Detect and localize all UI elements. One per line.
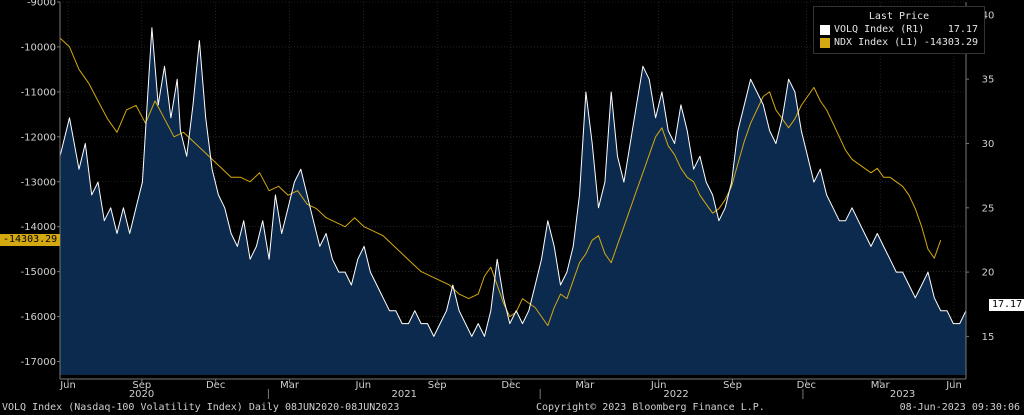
legend-value-ndx: -14303.29 bbox=[923, 37, 978, 48]
right-tick-label: 15 bbox=[982, 332, 995, 343]
left-tick-label: -14000 bbox=[21, 222, 56, 233]
volq-last-price-tag: 17.17 bbox=[989, 299, 1024, 311]
left-tick-label: -12000 bbox=[21, 132, 56, 143]
footer: VOLQ Index (Nasdaq-100 Volatility Index)… bbox=[0, 400, 1024, 415]
ndx-line bbox=[59, 37, 942, 327]
x-year-label: 2021 bbox=[392, 389, 417, 400]
x-tick-label: Mar bbox=[871, 380, 891, 391]
right-tick-label: 40 bbox=[982, 10, 995, 21]
left-tick-label: -9000 bbox=[27, 0, 56, 9]
right-tick-label: 35 bbox=[982, 75, 995, 86]
left-axis: -9000 -10000 -11000 -12000 -13000 -14000 -1500… bbox=[21, 0, 61, 379]
right-axis: 40 35 30 25 20 15 bbox=[965, 2, 995, 379]
left-tick-label: -11000 bbox=[21, 87, 56, 98]
legend-item-ndx: NDX Index (L1) -14303.29 bbox=[820, 37, 978, 49]
left-tick-label: -10000 bbox=[21, 42, 56, 53]
x-tick-label: Dec bbox=[206, 380, 225, 391]
legend-label-ndx: NDX Index (L1) bbox=[834, 37, 919, 48]
x-tick-label: Mar bbox=[575, 380, 595, 391]
legend-item-volq: VOLQ Index (R1) 17.17 bbox=[820, 24, 978, 36]
x-year-label: 2020 bbox=[129, 389, 154, 400]
left-tick-label: -13000 bbox=[21, 177, 56, 188]
volq-area-fill bbox=[60, 27, 966, 375]
footer-timestamp: 08-Jun-2023 09:30:06 bbox=[899, 402, 1020, 413]
footer-description: VOLQ Index (Nasdaq-100 Volatility Index)… bbox=[2, 402, 400, 413]
right-tick-label: 25 bbox=[982, 203, 995, 214]
left-tick-label: -15000 bbox=[21, 267, 56, 278]
legend-value-volq: 17.17 bbox=[947, 24, 978, 35]
footer-copyright: Copyright© 2023 Bloomberg Finance L.P. bbox=[536, 402, 765, 413]
x-tick-label: Sep bbox=[132, 380, 151, 391]
right-tick-label: 20 bbox=[982, 268, 995, 279]
legend: Last Price VOLQ Index (R1) 17.17 NDX Ind… bbox=[813, 6, 985, 54]
left-tick-label: -17000 bbox=[21, 357, 56, 368]
x-tick-label: Mar bbox=[280, 380, 300, 391]
ndx-series-line bbox=[59, 37, 942, 327]
volq-area bbox=[60, 27, 966, 375]
x-tick-label: Jun bbox=[945, 380, 962, 391]
volq-line bbox=[59, 27, 967, 337]
right-tick-label: 30 bbox=[982, 139, 995, 150]
volq-swatch bbox=[820, 25, 830, 35]
x-year-label: 2022 bbox=[663, 389, 688, 400]
legend-label-volq: VOLQ Index (R1) bbox=[834, 24, 925, 35]
volq-series-line bbox=[59, 27, 967, 337]
x-tick-label: Dec bbox=[501, 380, 520, 391]
x-tick-label: Sep bbox=[723, 380, 742, 391]
legend-title: Last Price bbox=[868, 11, 930, 22]
x-axis: Jun Sep Dec Mar Jun Sep Dec Mar Jun Sep Dec Mar Jun2… bbox=[59, 378, 966, 400]
ndx-last-price-tag: -14303.29 bbox=[0, 234, 61, 246]
ndx-swatch bbox=[820, 38, 830, 48]
x-tick-label: Dec bbox=[797, 380, 816, 391]
x-year-label: 2023 bbox=[890, 389, 915, 400]
x-tick-label: Jun bbox=[650, 380, 667, 391]
left-tick-label: -16000 bbox=[21, 312, 56, 323]
x-tick-label: Sep bbox=[428, 380, 447, 391]
x-tick-label: Jun bbox=[59, 380, 76, 391]
x-tick-label: Jun bbox=[355, 380, 372, 391]
